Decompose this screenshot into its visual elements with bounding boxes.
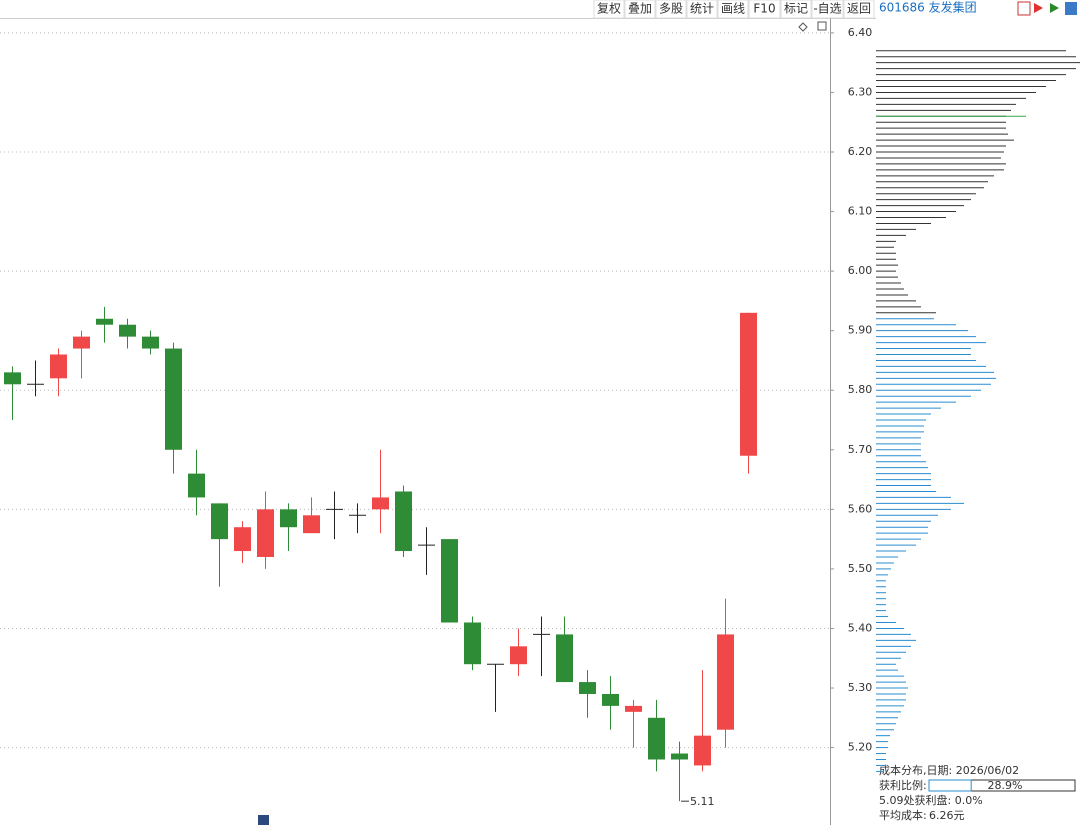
y-tick-label: 5.60 bbox=[848, 502, 873, 515]
toolbar-button[interactable]: 画线 bbox=[721, 2, 745, 16]
y-tick-label: 5.50 bbox=[848, 562, 873, 575]
candle-body bbox=[464, 622, 481, 665]
toolbar-button-bg bbox=[811, 0, 844, 19]
y-tick-label: 6.40 bbox=[848, 26, 873, 39]
icon bbox=[1050, 3, 1059, 13]
y-tick-label: 5.80 bbox=[848, 383, 873, 396]
info-title: 成本分布,日期: 2026/06/02 bbox=[879, 763, 1019, 777]
icon bbox=[798, 22, 808, 32]
toolbar-button-bg bbox=[624, 0, 656, 19]
candle-body bbox=[395, 491, 412, 552]
profit-ratio: 28.9% bbox=[988, 779, 1023, 792]
candle-body bbox=[234, 527, 251, 552]
toolbar-button-bg bbox=[780, 0, 812, 19]
candle-body bbox=[625, 705, 642, 712]
candle-body bbox=[441, 539, 458, 623]
candle-body bbox=[119, 324, 136, 337]
icon bbox=[817, 21, 827, 31]
candle-body bbox=[671, 753, 688, 760]
toolbar-button[interactable]: 统计 bbox=[690, 2, 714, 16]
toolbar-button[interactable]: -自选 bbox=[813, 2, 841, 16]
candle-body bbox=[510, 646, 527, 665]
icon bbox=[1034, 3, 1043, 13]
stock-name: 601686 友发集团 bbox=[879, 0, 977, 15]
candle-body bbox=[4, 372, 21, 385]
candle-body bbox=[280, 509, 297, 528]
candle-body bbox=[694, 735, 711, 766]
icon bbox=[1017, 1, 1031, 16]
candle-body bbox=[602, 693, 619, 706]
toolbar-button[interactable]: F10 bbox=[753, 2, 775, 16]
candle-body bbox=[96, 318, 113, 325]
toolbar-button-bg bbox=[717, 0, 749, 19]
toolbar-button[interactable]: 叠加 bbox=[628, 2, 652, 16]
y-tick-label: 5.90 bbox=[848, 324, 873, 337]
profit-at-price: 5.09处获利盘: 0.0% bbox=[879, 793, 983, 807]
avg-cost-label: 平均成本: bbox=[879, 808, 927, 822]
icon bbox=[258, 815, 269, 825]
y-tick-label: 6.20 bbox=[848, 145, 873, 158]
candle-body bbox=[579, 682, 596, 694]
candle-body bbox=[211, 503, 228, 540]
candle-body bbox=[648, 717, 665, 760]
candle-body bbox=[303, 515, 320, 534]
toolbar-button[interactable]: 多股 bbox=[659, 2, 683, 16]
toolbar-button-bg bbox=[843, 0, 875, 19]
toolbar-button[interactable]: 返回 bbox=[847, 2, 871, 16]
y-tick-label: 5.40 bbox=[848, 621, 873, 634]
y-tick-label: 5.20 bbox=[848, 741, 873, 754]
toolbar-button-bg bbox=[748, 0, 781, 19]
toolbar-button[interactable]: 复权 bbox=[597, 2, 621, 16]
icon bbox=[1065, 2, 1077, 15]
profit-fill bbox=[928, 779, 972, 792]
candle-body bbox=[717, 634, 734, 730]
candle-body bbox=[165, 348, 182, 450]
candle-body bbox=[142, 336, 159, 349]
toolbar-button-bg bbox=[686, 0, 718, 19]
profit-label: 获利比例: bbox=[879, 778, 927, 792]
y-tick-label: 6.10 bbox=[848, 205, 873, 218]
candle-body bbox=[556, 634, 573, 683]
y-tick-label: 6.30 bbox=[848, 85, 873, 98]
toolbar-button-bg bbox=[593, 0, 625, 19]
y-tick-label: 5.30 bbox=[848, 681, 873, 694]
min-label: 5.11 bbox=[690, 795, 715, 808]
candle-body bbox=[740, 312, 757, 456]
candle-body bbox=[257, 509, 274, 557]
toolbar-button[interactable]: 标记 bbox=[784, 2, 808, 16]
y-tick-label: 6.00 bbox=[848, 264, 873, 277]
avg-cost: 6.26元 bbox=[929, 809, 965, 822]
candle-body bbox=[188, 473, 205, 498]
candle-body bbox=[73, 336, 90, 349]
toolbar-button-bg bbox=[655, 0, 687, 19]
candle-body bbox=[372, 497, 389, 510]
candle-body bbox=[50, 354, 67, 379]
y-tick-label: 5.70 bbox=[848, 443, 873, 456]
